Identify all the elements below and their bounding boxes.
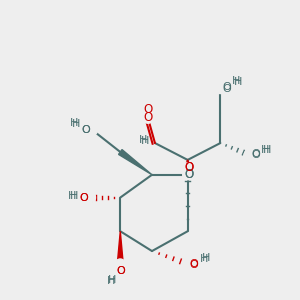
Circle shape <box>88 125 98 135</box>
Text: H: H <box>200 254 208 264</box>
Text: O: O <box>80 193 88 202</box>
Text: H: H <box>261 145 269 155</box>
Text: O: O <box>251 149 260 159</box>
Text: O: O <box>116 266 125 276</box>
Text: O: O <box>116 266 125 276</box>
Text: O: O <box>222 82 231 92</box>
Text: O: O <box>143 111 153 124</box>
Text: H: H <box>108 275 116 285</box>
Text: H: H <box>234 76 243 87</box>
Text: O: O <box>80 193 88 202</box>
Text: O: O <box>82 125 91 135</box>
Text: O: O <box>184 168 193 181</box>
Polygon shape <box>117 231 123 264</box>
Text: H: H <box>68 190 77 201</box>
Circle shape <box>183 170 193 180</box>
Text: H: H <box>70 118 79 128</box>
Text: H: H <box>107 276 115 286</box>
Text: H: H <box>70 190 79 201</box>
Text: H: H <box>232 76 241 85</box>
Polygon shape <box>185 160 191 168</box>
Circle shape <box>143 113 153 123</box>
Text: H: H <box>202 253 210 263</box>
Text: H: H <box>72 119 81 129</box>
Circle shape <box>183 163 193 173</box>
Text: O: O <box>184 168 193 181</box>
Text: H: H <box>139 135 147 145</box>
Circle shape <box>215 84 225 94</box>
Text: O: O <box>222 84 231 94</box>
Text: O: O <box>184 161 193 174</box>
Text: H: H <box>141 136 149 146</box>
Text: O: O <box>82 125 91 135</box>
Text: O: O <box>190 259 198 269</box>
Circle shape <box>115 259 125 269</box>
Circle shape <box>244 150 254 160</box>
Circle shape <box>85 193 95 202</box>
Text: O: O <box>251 150 260 160</box>
Circle shape <box>183 259 193 269</box>
Text: H: H <box>263 145 271 155</box>
Text: O: O <box>190 260 198 270</box>
Text: O: O <box>143 103 153 116</box>
Polygon shape <box>118 150 152 175</box>
Text: O: O <box>184 161 193 174</box>
